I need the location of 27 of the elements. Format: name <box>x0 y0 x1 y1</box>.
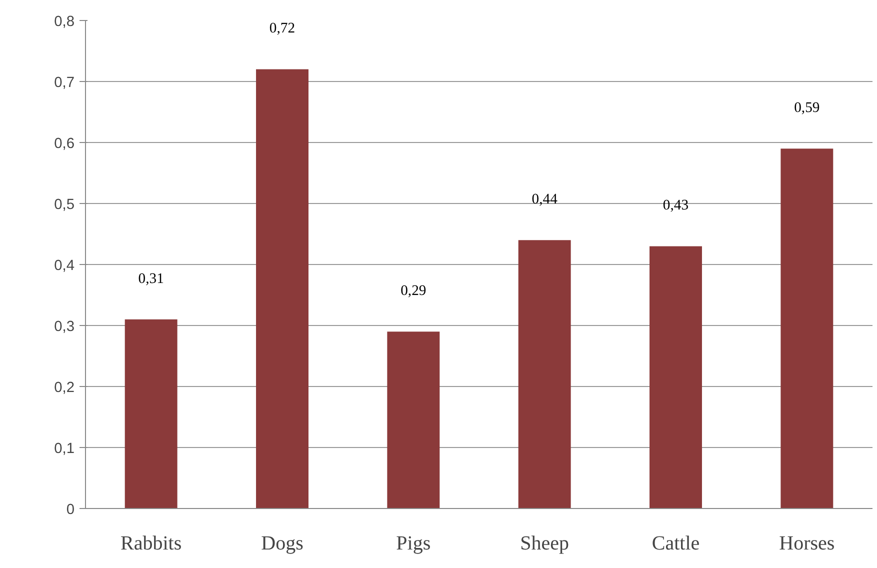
data-label: 0,59 <box>794 100 820 116</box>
y-tick-label: 0,2 <box>54 380 74 396</box>
y-tick-label: 0,5 <box>54 197 74 213</box>
data-label: 0,29 <box>400 283 426 299</box>
data-label: 0,43 <box>662 198 689 214</box>
y-tick-label: 0,1 <box>54 441 74 457</box>
bar <box>518 240 571 508</box>
data-label: 0,44 <box>532 192 558 208</box>
y-tick-label: 0 <box>66 502 75 518</box>
y-tick-label: 0,7 <box>54 75 74 91</box>
y-tick-label: 0,4 <box>54 258 74 274</box>
bar <box>650 246 702 508</box>
bar <box>256 69 308 508</box>
y-tick-label: 0,3 <box>54 319 74 335</box>
x-tick-label: Pigs <box>396 532 431 554</box>
bar <box>124 319 178 508</box>
y-tick-label: 0,6 <box>54 136 74 152</box>
x-tick-label: Sheep <box>520 532 570 554</box>
x-tick-label: Rabbits <box>120 532 182 554</box>
x-tick-label: Cattle <box>652 532 700 554</box>
bar <box>780 148 834 508</box>
bar <box>387 332 440 508</box>
data-label: 0,31 <box>138 270 164 287</box>
x-tick-label: Dogs <box>261 532 304 554</box>
data-label: 0,72 <box>269 20 296 37</box>
x-tick-label: Horses <box>779 532 835 554</box>
y-tick-label: 0,8 <box>54 14 74 30</box>
